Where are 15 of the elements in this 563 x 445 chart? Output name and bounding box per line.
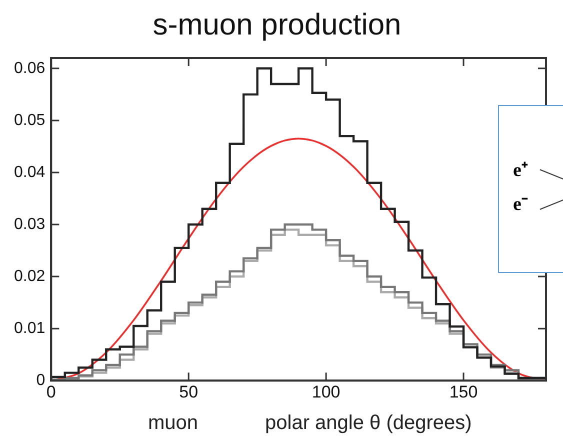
annotation: e⁻ xyxy=(513,193,528,216)
y-tick-label: 0.06 xyxy=(14,60,46,77)
y-tick-label: 0.04 xyxy=(14,164,46,181)
y-tick-label: 0.05 xyxy=(14,112,46,129)
y-tick-label: 0.03 xyxy=(14,216,46,233)
x-tick-label: 100 xyxy=(312,382,340,402)
y-tick-label: 0.02 xyxy=(14,268,46,285)
diagram-box: e⁺ e⁻ xyxy=(498,105,563,273)
x-axis-title: polar angle θ (degrees) xyxy=(265,412,472,435)
x-tick-label: 50 xyxy=(179,382,198,402)
text: muon xyxy=(148,412,198,435)
chart-title: s-muon production xyxy=(152,8,402,42)
y-tick-label: 0.01 xyxy=(14,320,46,337)
x-tick-label: 150 xyxy=(449,382,478,402)
annotation: e⁺ xyxy=(513,159,528,182)
